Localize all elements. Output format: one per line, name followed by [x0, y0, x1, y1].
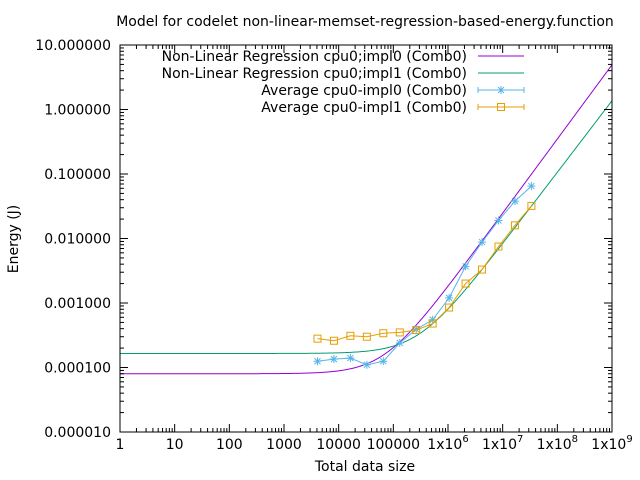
data-point	[362, 332, 371, 341]
data-point	[494, 216, 503, 225]
legend-sample-marker	[497, 86, 505, 94]
data-point	[329, 355, 338, 364]
legend-sample-marker	[497, 103, 505, 111]
data-point	[445, 293, 454, 302]
y-axis-label: Energy (J)	[6, 205, 22, 274]
x-tick-label: 1x107	[482, 434, 523, 453]
data-point	[527, 201, 536, 210]
x-tick-label: 1x108	[537, 434, 578, 453]
x-tick-label: 10000	[316, 437, 361, 453]
x-tick-label: 100000	[367, 437, 420, 453]
series-path-2	[317, 185, 532, 366]
data-point	[362, 360, 371, 369]
data-point	[379, 357, 388, 366]
y-tick-label: 0.000100	[44, 361, 111, 377]
data-point	[461, 262, 470, 271]
x-tick-label: 100	[216, 437, 243, 453]
data-point	[478, 238, 487, 247]
y-tick-label: 0.000010	[44, 425, 111, 441]
data-point	[527, 182, 536, 191]
x-tick-label: 1x106	[427, 434, 468, 453]
y-tick-label: 1.000000	[44, 103, 111, 119]
data-point	[395, 338, 404, 347]
x-axis: 1 10 100 1000 10000 100000 1x106 1x107 1x108 1x10…	[116, 45, 633, 453]
x-tick-label: 1	[116, 437, 125, 453]
legend-entry-label: Non-Linear Regression cpu0;impl1 (Comb0)	[162, 66, 467, 82]
data-point	[478, 265, 487, 274]
legend: Non-Linear Regression cpu0;impl0 (Comb0)…	[162, 49, 525, 116]
data-point	[395, 328, 404, 337]
data-point	[445, 303, 454, 312]
data-point	[313, 357, 322, 366]
y-tick-label: 10.000000	[35, 38, 111, 54]
x-tick-label: 1x109	[591, 434, 632, 453]
data-point	[494, 242, 503, 251]
y-tick-label: 0.001000	[44, 296, 111, 312]
legend-entry-label: Average cpu0-impl0 (Comb0)	[261, 83, 467, 99]
data-point	[379, 329, 388, 338]
x-axis-label: Total data size	[314, 459, 415, 475]
data-point	[329, 336, 338, 345]
data-point	[461, 279, 470, 288]
x-tick-label: 10	[166, 437, 184, 453]
data-point	[412, 326, 421, 335]
plot-area	[120, 64, 612, 375]
y-tick-label: 0.100000	[44, 167, 111, 183]
y-tick-label: 0.010000	[44, 232, 111, 248]
data-point	[510, 197, 519, 206]
data-point	[428, 319, 437, 328]
legend-entry-label: Non-Linear Regression cpu0;impl0 (Comb0)	[162, 49, 467, 65]
legend-entry-label: Average cpu0-impl1 (Comb0)	[261, 100, 467, 116]
chart-title: Model for codelet non-linear-memset-regr…	[116, 14, 614, 30]
data-point	[313, 334, 322, 343]
data-point	[346, 354, 355, 363]
data-point	[346, 331, 355, 340]
x-tick-label: 1000	[266, 437, 302, 453]
y-axis: 0.000010 0.000100 0.001000 0.010000 0.100000…	[35, 38, 612, 441]
data-point	[510, 221, 519, 230]
